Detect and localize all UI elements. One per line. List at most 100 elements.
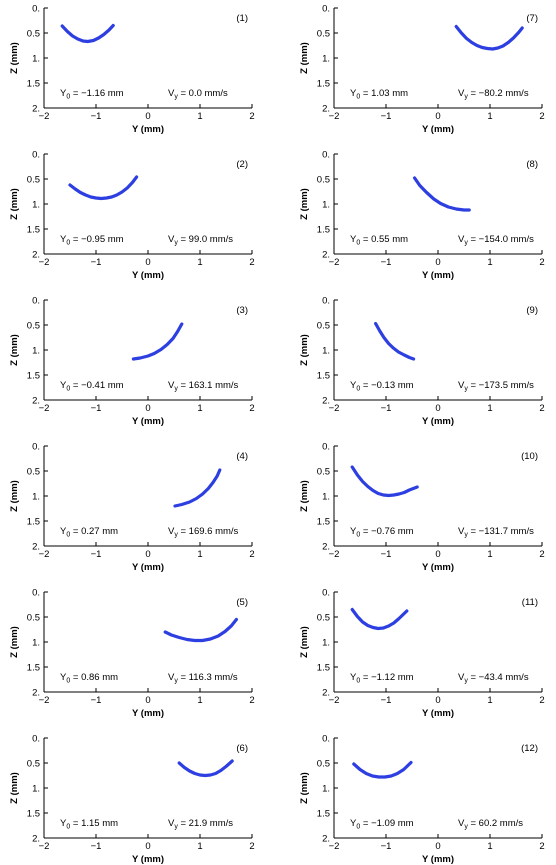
- panel-3-y0-value: −0.41 mm: [81, 380, 124, 391]
- panel-6-x-tick-label: −2: [39, 841, 50, 852]
- panel-1-y-tick-label: 0.5: [27, 29, 40, 40]
- panel-12-x-tick-label: 2: [539, 841, 544, 852]
- panel-3-y-tick-label: 0.: [32, 296, 40, 307]
- panel-2-y-tick-label: 0.: [32, 150, 40, 161]
- panel-11-y-tick-label: 1.5: [317, 663, 330, 674]
- panel-10-y0-value: −0.76 mm: [371, 526, 414, 537]
- panel-10-y-tick-label: 2.: [322, 542, 330, 553]
- panel-10-x-tick-label: 1: [487, 549, 492, 560]
- panel-12-label: (12): [521, 743, 538, 754]
- panel-9-x-tick-label: 0: [435, 403, 440, 414]
- panel-2-y-tick-label: 1.5: [27, 225, 40, 236]
- panel-2-curve: [68, 175, 139, 201]
- panel-9-y-tick-label: 1.5: [317, 371, 330, 382]
- panel-11-x-tick-label: −1: [381, 695, 392, 706]
- panel-3-vy-annotation: Vy = 163.1 mm/s: [168, 380, 239, 393]
- panel-3-y0-annotation: Y0 = −0.41 mm: [60, 380, 124, 393]
- panel-7-vy-value: = −80.2 mm/s: [468, 88, 529, 99]
- panel-7-y-tick-label: 1.: [322, 54, 330, 65]
- panel-7-y0-value: 1.03 mm: [371, 88, 408, 99]
- panel-2-y0-annotation: Y0 = −0.95 mm: [60, 234, 124, 247]
- panel-11-curve: [350, 607, 409, 631]
- panel-10-vy-value: = −131.7 mm/s: [468, 526, 534, 537]
- panel-4-x-tick-label: 0: [145, 549, 150, 560]
- panel-12-x-axis-label: Y (mm): [422, 854, 454, 865]
- panel-2-y0-value: −0.95 mm: [81, 234, 124, 245]
- panel-5-y-tick-label: 0.: [32, 588, 40, 599]
- panel-4-y-tick-label: 2.: [32, 542, 40, 553]
- panel-6-x-tick-label: 0: [145, 841, 150, 852]
- panel-6-y-tick-label: 2.: [32, 834, 40, 845]
- panel-7-y-tick-label: 0.: [322, 4, 330, 15]
- panel-11-y-tick-label: 0.: [322, 588, 330, 599]
- panel-5-y-tick-label: 1.5: [27, 663, 40, 674]
- panel-11-y-axis-label: Z (mm): [299, 626, 310, 658]
- panel-2-vy-annotation: Vy = 99.0 mm/s: [168, 234, 233, 247]
- panel-4-vy-annotation: Vy = 169.6 mm/s: [168, 526, 239, 539]
- panel-11-y0-value: −1.12 mm: [371, 672, 414, 683]
- panel-2-label: (2): [236, 159, 248, 170]
- panel-2-y-axis-label: Z (mm): [9, 188, 20, 220]
- panel-8-x-tick-label: 0: [435, 257, 440, 268]
- panel-5-x-tick-label: −1: [91, 695, 102, 706]
- panel-4-y-tick-label: 1.5: [27, 517, 40, 528]
- panel-9-label: (9): [526, 305, 538, 316]
- panel-5-label: (5): [236, 597, 248, 608]
- panel-10-y-tick-label: 0.5: [317, 467, 330, 478]
- panel-6-x-axis-label: Y (mm): [132, 854, 164, 865]
- panel-12-x-tick-label: 1: [487, 841, 492, 852]
- panel-1-label: (1): [236, 13, 248, 24]
- panel-1-x-tick-label: 2: [249, 111, 254, 122]
- panel-9-y0-annotation: Y0 = −0.13 mm: [350, 380, 414, 393]
- panel-1-y-tick-label: 2.: [32, 104, 40, 115]
- panel-7-x-axis-label: Y (mm): [422, 124, 454, 135]
- panel-8-x-tick-label: −1: [381, 257, 392, 268]
- panel-4-label: (4): [236, 451, 248, 462]
- panel-12-vy-annotation: Vy = 60.2 mm/s: [458, 818, 523, 831]
- panel-3-y-tick-label: 1.5: [27, 371, 40, 382]
- panel-7-x-tick-label: 0: [435, 111, 440, 122]
- panel-9-x-tick-label: −1: [381, 403, 392, 414]
- panel-1-curve: [60, 23, 115, 44]
- panel-6-y0-value: 1.15 mm: [81, 818, 118, 829]
- panel-7-label: (7): [526, 13, 538, 24]
- panel-1-x-tick-label: 0: [145, 111, 150, 122]
- panel-2-x-axis-label: Y (mm): [132, 270, 164, 281]
- panel-11-x-tick-label: 1: [487, 695, 492, 706]
- panel-8-vy-value: = −154.0 mm/s: [468, 234, 534, 245]
- panel-9-vy-annotation: Vy = −173.5 mm/s: [458, 380, 534, 393]
- panel-12-y-axis-label: Z (mm): [299, 772, 310, 804]
- panel-4-x-tick-label: −2: [39, 549, 50, 560]
- panel-10-x-axis-label: Y (mm): [422, 562, 454, 573]
- panel-12-x-tick-label: 0: [435, 841, 440, 852]
- panel-11-y0-annotation: Y0 = −1.12 mm: [350, 672, 414, 685]
- panel-2-x-tick-label: −1: [91, 257, 102, 268]
- panel-8-y-tick-label: 1.: [322, 200, 330, 211]
- panel-8-y-tick-label: 0.5: [317, 175, 330, 186]
- panel-9-y-tick-label: 1.: [322, 346, 330, 357]
- panel-8-y-axis-label: Z (mm): [299, 188, 310, 220]
- panel-8-x-tick-label: −2: [329, 257, 340, 268]
- panel-7-vy-annotation: Vy = −80.2 mm/s: [458, 88, 529, 101]
- panel-12-y0-annotation: Y0 = −1.09 mm: [350, 818, 414, 831]
- panel-7-curve: [454, 24, 524, 51]
- panel-11-vy-annotation: Vy = −43.4 mm/s: [458, 672, 529, 685]
- panel-5-y-axis-label: Z (mm): [9, 626, 20, 658]
- panel-12-vy-value: = 60.2 mm/s: [468, 818, 523, 829]
- panel-4-y-tick-label: 1.: [32, 492, 40, 503]
- panel-3-y-tick-label: 1.: [32, 346, 40, 357]
- panel-1-y0-value: −1.16 mm: [81, 88, 124, 99]
- panel-7-y-axis-label: Z (mm): [299, 42, 310, 74]
- panel-10-x-tick-label: 2: [539, 549, 544, 560]
- panel-9-y0-value: −0.13 mm: [371, 380, 414, 391]
- panel-10-x-tick-label: −2: [329, 549, 340, 560]
- panel-12-x-tick-label: −2: [329, 841, 340, 852]
- panel-4-y0-annotation: Y0 = 0.27 mm: [60, 526, 118, 539]
- panel-8-label: (8): [526, 159, 538, 170]
- panel-4-vy-value: = 169.6 mm/s: [178, 526, 239, 537]
- panel-9-y-tick-label: 0.: [322, 296, 330, 307]
- panel-3-vy-value: = 163.1 mm/s: [178, 380, 239, 391]
- panel-7-y-tick-label: 2.: [322, 104, 330, 115]
- panel-2-x-tick-label: 2: [249, 257, 254, 268]
